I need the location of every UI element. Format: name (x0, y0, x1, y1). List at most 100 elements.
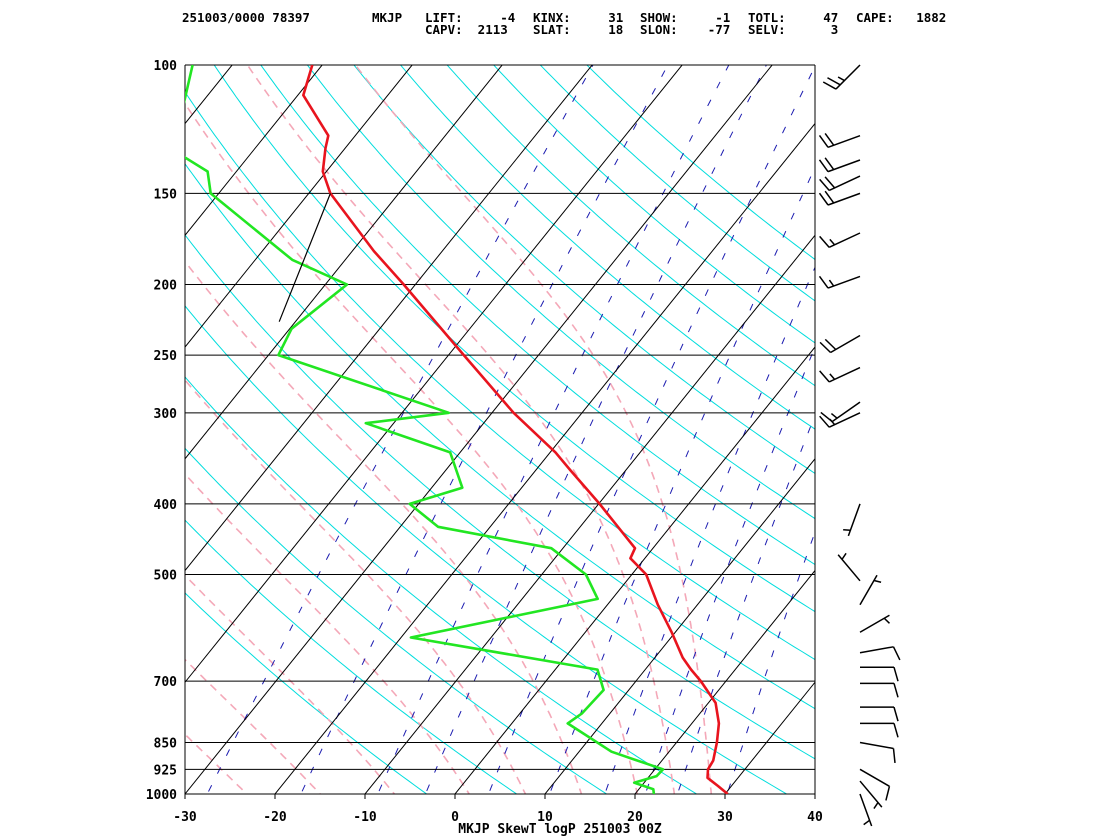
mixing-ratio-line (300, 65, 669, 794)
wind-barb (822, 64, 861, 90)
isotherm-line (634, 569, 815, 794)
isotherm-line (185, 65, 233, 125)
wind-barb (819, 334, 861, 354)
mixing-ratio-line (377, 65, 730, 794)
moist-adiabat-line (185, 733, 249, 794)
wind-barb (819, 232, 861, 249)
pressure-tick-label: 500 (154, 569, 178, 584)
isotherm-line (814, 793, 815, 794)
header-slat: SLAT: 18 (533, 22, 624, 37)
mixing-ratio-line (726, 530, 815, 794)
header-totl: TOTL: 47 (748, 10, 839, 25)
temperature-tick-label: -20 (263, 810, 287, 825)
plot-frame (184, 65, 816, 795)
wind-barb (860, 666, 899, 682)
temperature-tick-label: 20 (627, 810, 643, 825)
isotherm-line (724, 681, 815, 794)
header-selv: SELV: 3 (748, 22, 839, 37)
dry-adiabat-line (185, 162, 815, 710)
header-capv: CAPV: 2113 (425, 22, 508, 37)
temperature-tick-label: -10 (353, 810, 377, 825)
pressure-tick-label: 925 (154, 763, 177, 778)
parcel-trace-segment-trace (278, 193, 331, 322)
sounding-header: 251003/0000 78397 MKJP LIFT: -4 KINX: 31… (0, 0, 1120, 44)
isotherm-line (544, 457, 815, 794)
temperature-trace (301, 65, 729, 794)
header-datetime-station: 251003/0000 78397 (182, 10, 310, 25)
wind-barb (859, 614, 891, 633)
temperature-tick-label: -30 (173, 810, 197, 825)
pressure-tick-labels: 100 150 200 250 300 400 500 700 850 925 1000 (146, 59, 177, 803)
dry-adiabat-line (185, 592, 428, 794)
wind-barb (818, 157, 861, 173)
pressure-tick-label: 300 (154, 407, 178, 422)
wind-barbs (818, 64, 901, 827)
wind-barb (859, 646, 901, 661)
wind-barb (859, 768, 891, 801)
wind-barb (819, 366, 861, 383)
mixing-ratio-line (549, 166, 815, 794)
header-cape: CAPE: 1882 (856, 10, 947, 25)
dry-adiabat-line (586, 65, 815, 261)
mixing-ratio-line (206, 65, 594, 794)
wind-barb (819, 175, 861, 192)
header-slon: SLON: -77 (640, 22, 731, 37)
wind-barb (843, 503, 861, 537)
temperature-tick-label: 30 (717, 810, 733, 825)
dry-adiabat-line (306, 65, 815, 520)
wind-barb (859, 780, 883, 809)
wind-barb (860, 706, 899, 722)
isotherm-line (185, 65, 413, 348)
pressure-tick-label: 150 (154, 187, 178, 202)
dry-adiabat-line (260, 65, 815, 566)
moist-adiabat-line (185, 102, 639, 794)
dry-adiabat-line (353, 65, 815, 475)
isotherm-line (893, 32, 1120, 810)
wind-barb (818, 132, 861, 148)
temperature-tick-label: 40 (807, 810, 823, 825)
header-station-id: MKJP (372, 10, 403, 25)
dry-adiabat-line (185, 305, 788, 794)
moist-adiabat-line (246, 65, 676, 794)
isotherm-line (185, 65, 593, 572)
mixing-ratio-line (604, 266, 815, 794)
pressure-tick-label: 200 (154, 278, 178, 293)
moist-adiabat-line (185, 574, 396, 794)
wind-barb (818, 275, 861, 289)
pressure-tick-label: 250 (154, 349, 178, 364)
dry-adiabat-line (185, 376, 698, 794)
mixing-ratio-line (644, 345, 815, 794)
wind-barb (837, 552, 861, 582)
isotherm-line (185, 65, 503, 460)
mixing-ratio-lines (206, 65, 815, 794)
wind-barb (859, 741, 896, 764)
mixing-ratio-line (424, 65, 767, 794)
header-show: SHOW: -1 (640, 10, 731, 25)
wind-barb (818, 190, 861, 206)
wind-barb (859, 793, 873, 827)
pressure-tick-label: 400 (154, 498, 178, 513)
moist-adiabat-line (185, 260, 583, 794)
wind-barb (860, 682, 899, 698)
dry-adiabat-line (185, 519, 518, 794)
dry-adiabat-line (399, 65, 815, 430)
moist-adiabat-line (185, 658, 322, 794)
wind-barb (819, 412, 861, 428)
isotherm-line (364, 234, 815, 794)
isotherm-line (185, 65, 323, 237)
wind-barb (859, 574, 882, 606)
isobars (185, 64, 815, 795)
moist-adiabat-line (185, 378, 527, 794)
dry-adiabat-line (539, 65, 815, 302)
temperature-tick-label: 10 (537, 810, 553, 825)
dry-adiabat-line (446, 65, 815, 387)
header-lift: LIFT: -4 (425, 10, 516, 25)
isotherm-line (454, 346, 815, 794)
dry-adiabat-line (493, 65, 815, 344)
wind-barb (820, 401, 861, 423)
dry-adiabat-line (185, 234, 815, 760)
pressure-tick-label: 850 (154, 737, 178, 752)
pressure-tick-label: 700 (154, 675, 178, 690)
isotherm-line (0, 32, 169, 810)
